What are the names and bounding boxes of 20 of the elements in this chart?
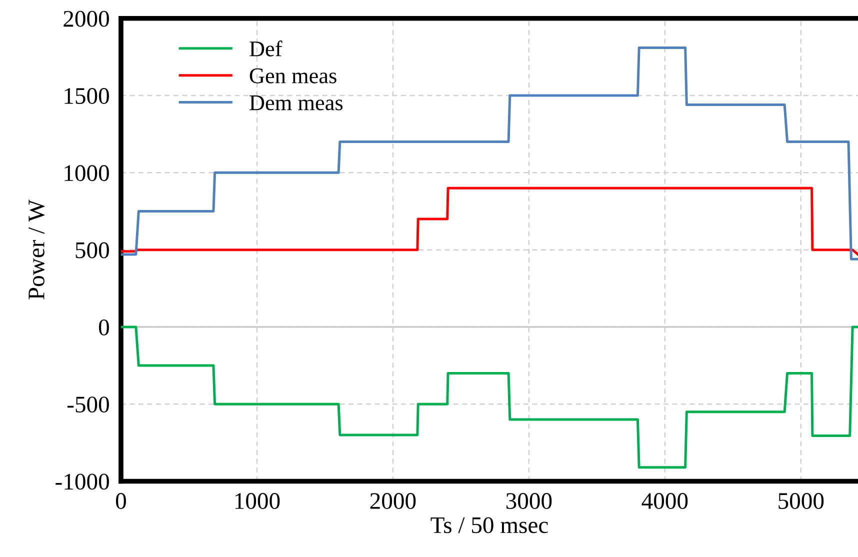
- y-tick-label: 2000: [64, 10, 109, 27]
- y-tick-label: 1500: [64, 88, 109, 104]
- line-series: [120, 326, 858, 469]
- y-axis-title: Power / W: [28, 200, 45, 300]
- y-tick-label: -500: [67, 396, 109, 413]
- legend-label: Def: [250, 40, 282, 56]
- y-tick-label: 0: [98, 319, 109, 336]
- x-tick-label: 0: [116, 493, 126, 509]
- x-tick-label: 1000: [235, 493, 280, 509]
- legend-label: Gen meas: [250, 68, 336, 84]
- y-tick-label: -1000: [56, 474, 109, 490]
- line-series: [120, 186, 858, 256]
- x-axis-title: Ts / 50 msec: [430, 517, 548, 534]
- x-tick-label: 4000: [642, 493, 688, 509]
- y-tick-label: 500: [76, 242, 109, 258]
- x-tick-label: 3000: [506, 493, 552, 509]
- y-tick-label: 1000: [64, 165, 109, 182]
- x-tick-label: 2000: [370, 493, 416, 509]
- legend-label: Dem meas: [250, 96, 343, 110]
- x-tick-label: 5000: [778, 493, 824, 509]
